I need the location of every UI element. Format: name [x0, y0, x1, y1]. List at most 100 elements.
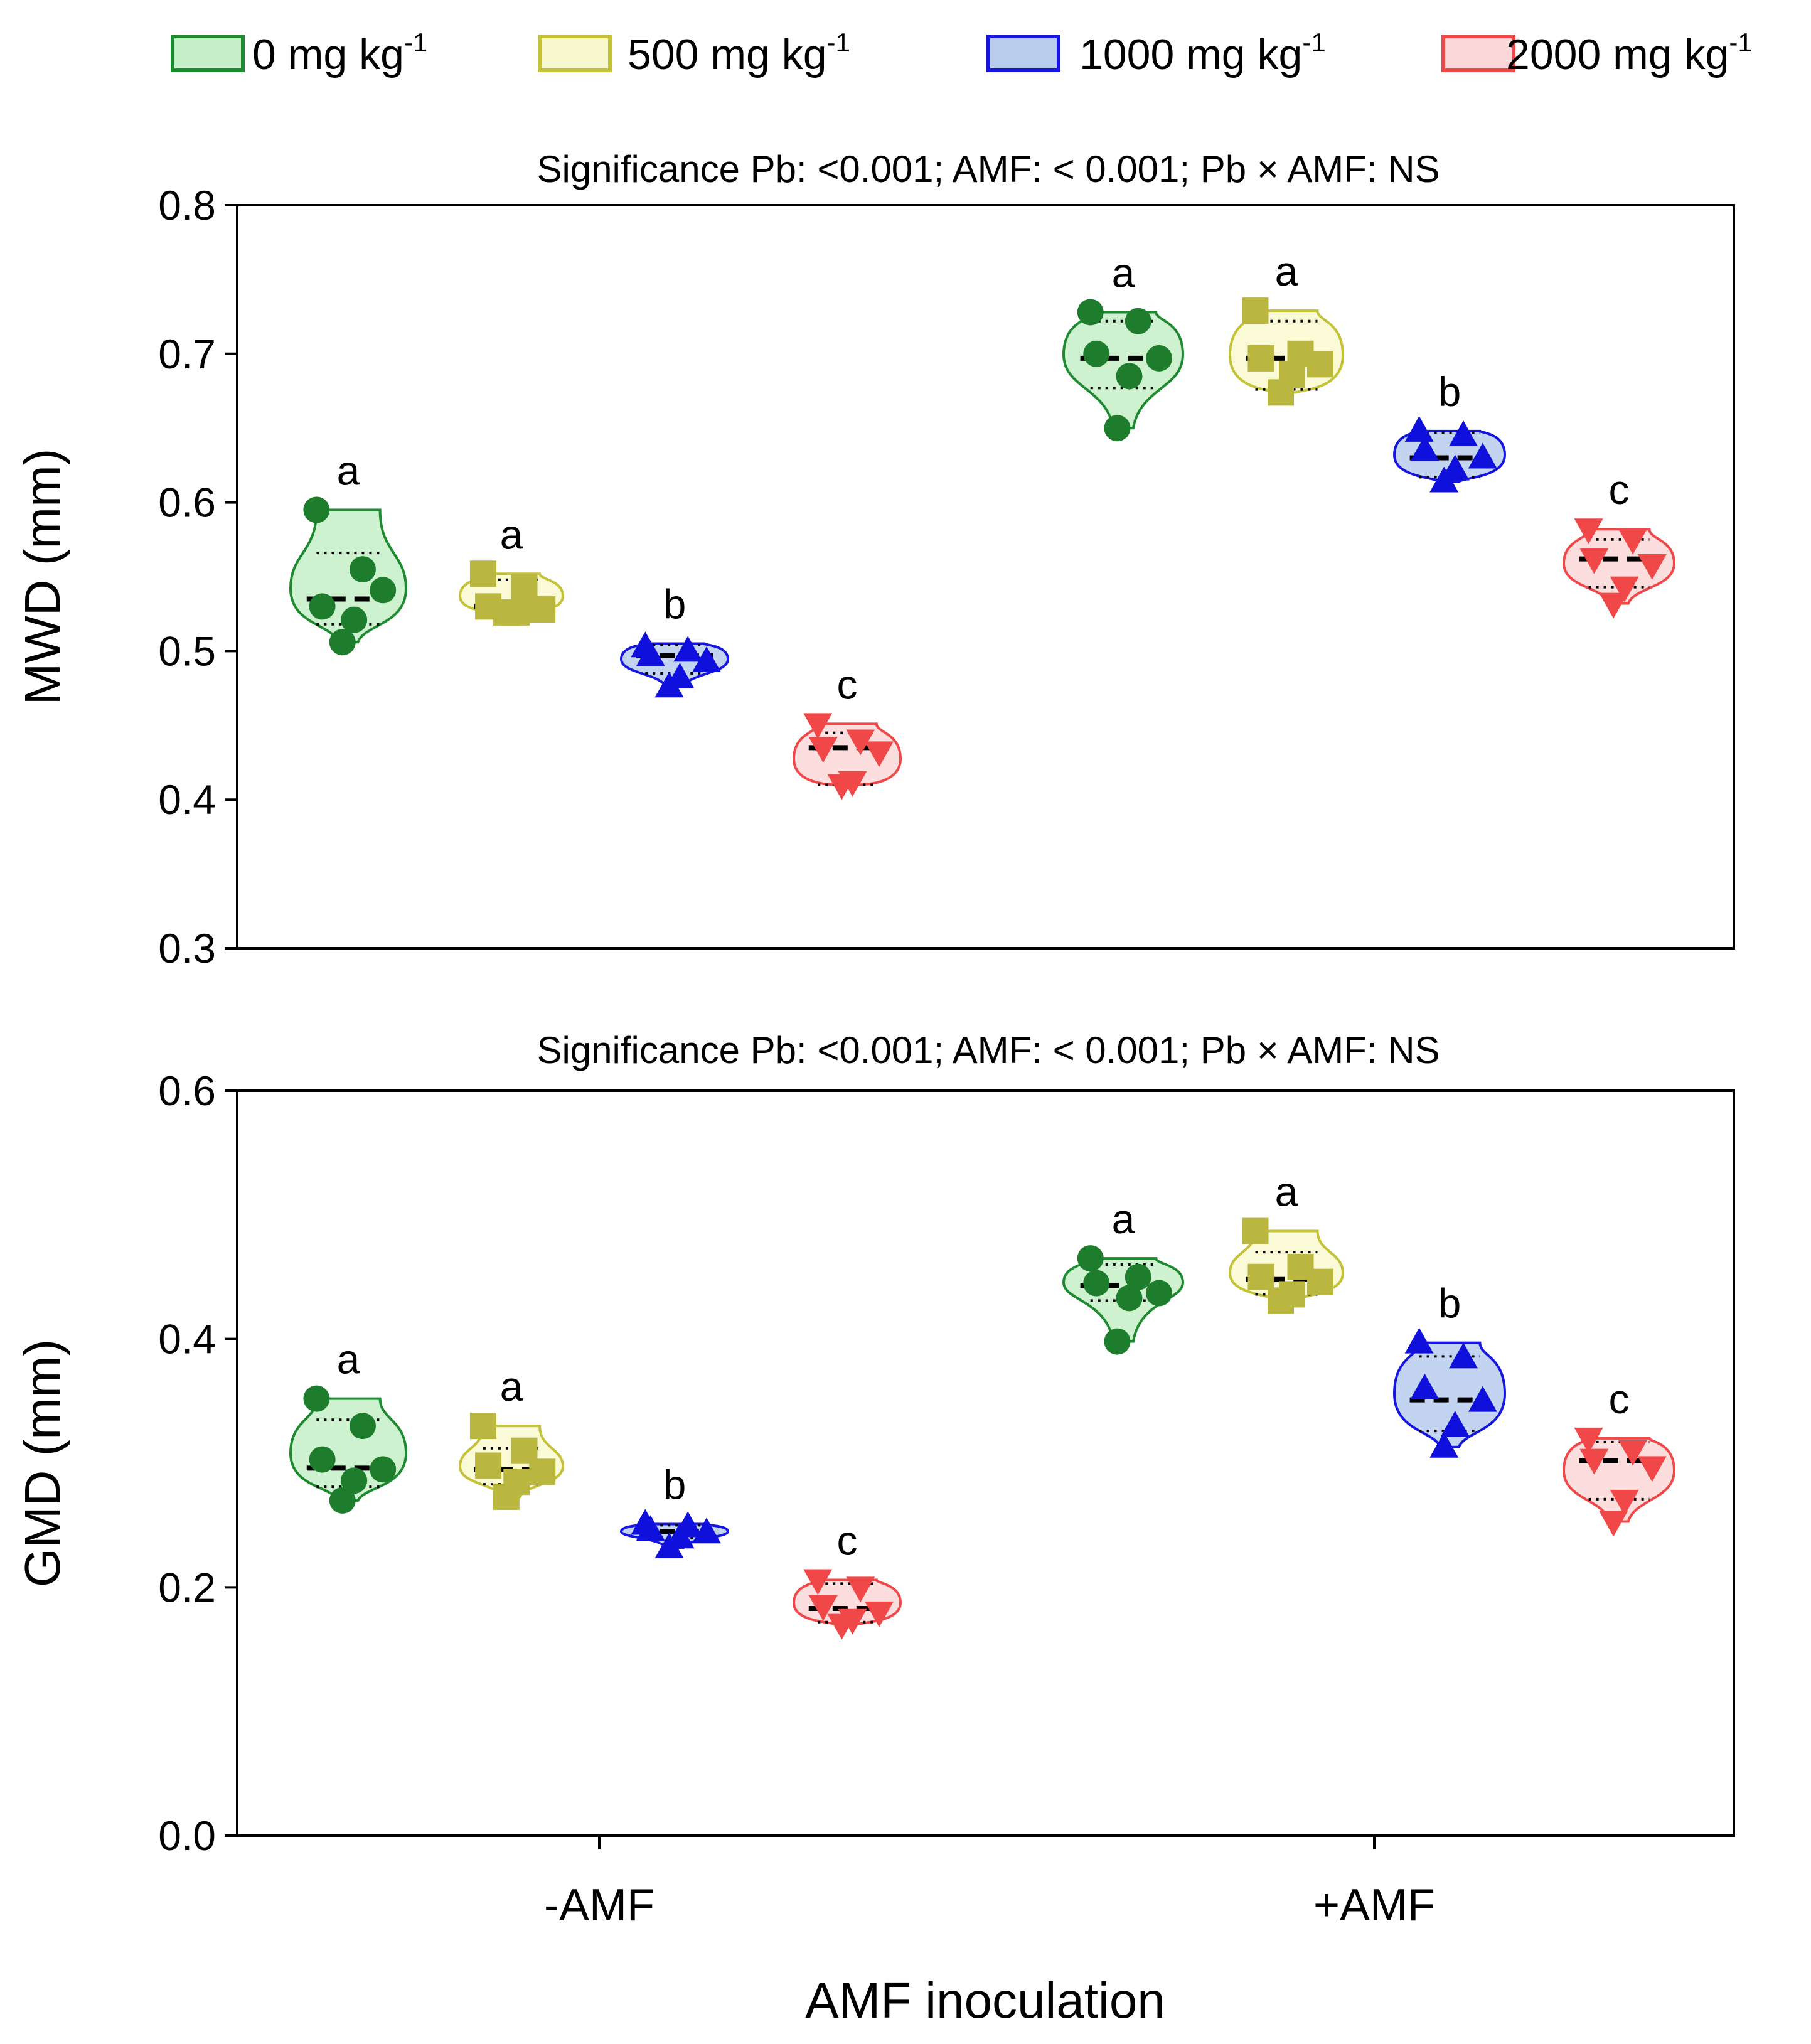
data-point [803, 713, 833, 739]
legend-label-3: 2000 mg kg-1 [1506, 28, 1753, 78]
data-point [1404, 1327, 1434, 1354]
data-point [1429, 466, 1459, 493]
data-point [1637, 1456, 1667, 1482]
data-point [1083, 340, 1110, 367]
data-point [673, 636, 703, 662]
data-point [529, 1458, 556, 1485]
data-point [654, 1533, 684, 1559]
y-axis-title: GMD (mm) [14, 1339, 70, 1587]
data-point [1599, 592, 1628, 619]
x-axis-title: AMF inoculation [805, 1972, 1165, 2028]
significance-letter: a [500, 1363, 523, 1410]
data-point [469, 560, 496, 587]
data-point [1242, 1217, 1269, 1244]
data-point [865, 1601, 894, 1627]
legend-label-1: 500 mg kg-1 [628, 28, 850, 78]
y-tick-label: 0.8 [158, 182, 216, 228]
data-point [1404, 415, 1434, 442]
data-point [1116, 363, 1143, 390]
data-point [1104, 1328, 1131, 1355]
x-category-plus-amf: +AMF [1313, 1880, 1435, 1930]
legend-swatch-2 [986, 35, 1060, 72]
legend-label-text: 2000 mg kg [1506, 31, 1729, 78]
data-point [1618, 528, 1647, 555]
data-point [350, 1413, 376, 1440]
legend-label-text: 0 mg kg [252, 31, 404, 78]
violin-shape [1562, 528, 1676, 605]
violin-group: a [1228, 1169, 1345, 1314]
significance-letter: c [837, 1517, 858, 1563]
data-point [1268, 1287, 1294, 1314]
data-point [341, 1467, 368, 1494]
significance-letter: b [1438, 368, 1461, 415]
data-point [654, 672, 684, 698]
data-point [1610, 1489, 1639, 1516]
data-point [827, 774, 857, 800]
data-point [1449, 1342, 1478, 1369]
data-point [636, 1515, 665, 1541]
data-point [1083, 1270, 1110, 1297]
legend-label-sup: -1 [1302, 28, 1325, 57]
legend-label-0: 0 mg kg-1 [252, 28, 427, 78]
data-point [692, 646, 721, 672]
legend: 0 mg kg-1 500 mg kg-1 1000 mg kg-1 2000 mg … [171, 28, 1753, 78]
violin-group: b [1392, 1280, 1507, 1458]
data-point [636, 640, 665, 666]
data-point [1468, 442, 1497, 469]
significance-letter: c [1609, 1376, 1630, 1422]
data-point [827, 1613, 857, 1640]
y-tick-label: 0.6 [158, 479, 216, 526]
violin-group: b [619, 581, 730, 698]
violin-group: c [792, 1517, 902, 1640]
data-point [511, 574, 538, 601]
data-point [1440, 1411, 1470, 1437]
violin-group: b [619, 1461, 730, 1559]
data-point [808, 737, 838, 763]
data-point [1618, 1440, 1647, 1466]
significance-letter: c [1609, 466, 1630, 513]
data-point [1242, 297, 1269, 324]
data-point [1146, 345, 1172, 372]
data-point [1410, 435, 1440, 461]
plot-frame [236, 204, 1735, 950]
violin-group: a [1062, 249, 1185, 442]
data-point [1599, 1511, 1628, 1537]
significance-letter: a [1275, 1169, 1298, 1215]
violin-group: a [458, 511, 565, 626]
data-point [1468, 1386, 1497, 1412]
violin-shape [1392, 1341, 1507, 1448]
data-point [1307, 1268, 1333, 1295]
data-point [475, 1452, 502, 1479]
legend-label-2: 1000 mg kg-1 [1079, 28, 1326, 78]
data-point [1637, 554, 1667, 581]
data-point [329, 629, 356, 656]
data-point [846, 729, 875, 756]
y-tick-label: 0.7 [158, 331, 216, 377]
data-point [303, 1385, 330, 1412]
data-point [1247, 345, 1274, 372]
y-tick-label: 0.4 [158, 776, 216, 823]
significance-letter: a [1112, 249, 1135, 296]
significance-title: Significance Pb: <0.001; AMF: < 0.001; P… [537, 148, 1440, 190]
significance-letter: b [663, 1461, 686, 1507]
significance-letter: a [1275, 248, 1298, 294]
data-point [309, 1446, 336, 1473]
data-point [529, 596, 556, 623]
data-point [1307, 351, 1333, 378]
legend-swatch-3 [1441, 35, 1515, 72]
data-point [865, 741, 894, 768]
data-point [493, 1483, 520, 1510]
y-tick-label: 0.6 [158, 1067, 216, 1114]
significance-letter: a [337, 1336, 360, 1383]
data-point [1429, 1431, 1459, 1458]
legend-label-sup: -1 [1729, 28, 1752, 57]
data-point [1410, 1373, 1440, 1399]
data-point [1116, 1285, 1143, 1312]
mwd-panel: Significance Pb: <0.001; AMF: < 0.001; P… [14, 148, 1735, 971]
y-tick-label: 0.5 [158, 628, 216, 674]
data-point [329, 1487, 356, 1514]
violin-group: c [1562, 466, 1676, 619]
data-point [1146, 1280, 1172, 1307]
data-point [469, 1413, 496, 1440]
